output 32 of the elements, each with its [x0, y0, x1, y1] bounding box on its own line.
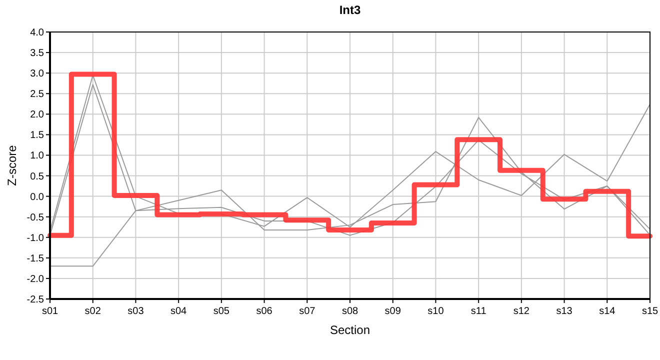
x-tick-label: s15 — [642, 306, 658, 317]
x-tick-label: s01 — [42, 306, 58, 317]
y-tick-label: 1.5 — [30, 130, 44, 142]
x-tick-label: s02 — [84, 306, 102, 317]
y-tick-label: 2.5 — [30, 89, 44, 100]
y-tick-label: 0.0 — [30, 192, 44, 203]
chart-title: Int3 — [339, 3, 361, 17]
x-axis-title: Section — [330, 323, 370, 337]
x-tick-label: s03 — [128, 306, 144, 317]
y-tick-label: -2.5 — [26, 294, 44, 306]
x-tick-label: s10 — [428, 306, 444, 317]
x-tick-label: s08 — [342, 306, 358, 317]
x-tick-label: s07 — [299, 306, 316, 317]
y-tick-label: 2.0 — [30, 110, 44, 121]
x-tick-label: s14 — [599, 306, 616, 317]
y-axis-title: Z-score — [5, 144, 19, 186]
x-tick-label: s06 — [256, 306, 273, 317]
x-tick-label: s13 — [556, 306, 573, 317]
y-tick-label: -1.0 — [26, 232, 44, 244]
y-tick-label: -1.5 — [26, 253, 44, 264]
x-tick-label: s11 — [470, 306, 487, 317]
y-tick-label: -2.0 — [26, 274, 44, 285]
x-tick-label: s04 — [170, 306, 188, 317]
y-tick-label: 3.5 — [30, 48, 44, 60]
y-tick-label: 1.0 — [30, 150, 44, 162]
y-tick-label: 4.0 — [30, 28, 44, 38]
y-tick-label: 3.0 — [30, 68, 44, 80]
x-tick-label: s09 — [384, 306, 402, 317]
y-tick-label: 0.5 — [30, 171, 44, 182]
y-tick-label: -0.5 — [26, 212, 44, 224]
x-tick-label: s12 — [513, 306, 530, 317]
x-tick-label: s05 — [213, 306, 230, 317]
